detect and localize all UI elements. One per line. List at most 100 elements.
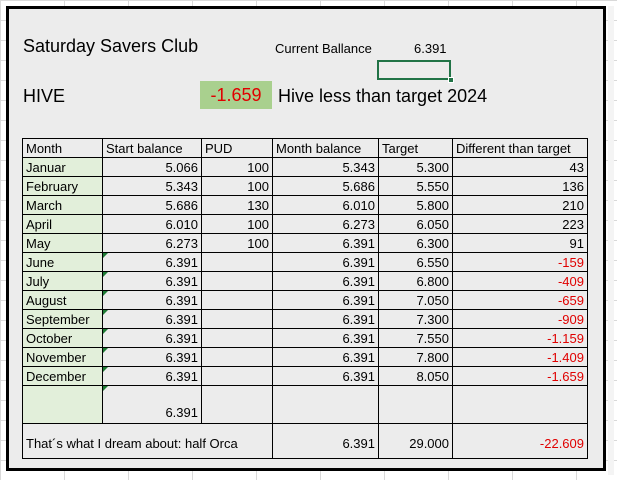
start-balance-cell[interactable]: 6.391: [102, 271, 202, 291]
target-cell[interactable]: 7.300: [378, 309, 453, 329]
table-row: September 6.391 6.391 7.300 -909: [22, 309, 588, 329]
start-balance-cell[interactable]: 6.273: [102, 233, 202, 253]
target-cell[interactable]: 5.300: [378, 157, 453, 177]
target-cell[interactable]: 5.550: [378, 176, 453, 196]
start-balance-cell[interactable]: 5.343: [102, 176, 202, 196]
month-cell[interactable]: Januar: [22, 157, 103, 177]
current-balance-value[interactable]: 6.391: [414, 41, 447, 56]
month-balance-cell[interactable]: 6.391: [272, 366, 379, 386]
pud-cell[interactable]: 130: [201, 195, 273, 215]
month-cell[interactable]: [22, 385, 103, 424]
month-balance-cell[interactable]: 6.273: [272, 214, 379, 234]
month-balance-cell[interactable]: 6.391: [272, 233, 379, 253]
start-balance-cell[interactable]: 6.391: [102, 366, 202, 386]
target-cell[interactable]: 7.050: [378, 290, 453, 310]
pud-cell[interactable]: [201, 309, 273, 329]
start-balance-cell[interactable]: 6.391: [102, 309, 202, 329]
target-cell[interactable]: 5.800: [378, 195, 453, 215]
target-cell[interactable]: 7.550: [378, 328, 453, 348]
header-diff[interactable]: Different than target: [452, 138, 588, 158]
diff-cell[interactable]: -1.409: [452, 347, 588, 367]
pud-cell[interactable]: [201, 347, 273, 367]
diff-cell[interactable]: -409: [452, 271, 588, 291]
start-balance-cell[interactable]: 6.391: [102, 252, 202, 272]
start-balance-cell[interactable]: 6.391: [102, 347, 202, 367]
month-balance-cell[interactable]: 5.343: [272, 157, 379, 177]
hive-note[interactable]: Hive less than target 2024: [278, 86, 488, 106]
diff-cell[interactable]: -1.659: [452, 366, 588, 386]
club-title[interactable]: Saturday Savers Club: [23, 36, 199, 56]
month-cell[interactable]: March: [22, 195, 103, 215]
footer-balance-cell[interactable]: 6.391: [272, 423, 379, 459]
pud-cell[interactable]: 100: [201, 214, 273, 234]
footer-target-cell[interactable]: 29.000: [378, 423, 453, 459]
target-cell[interactable]: 6.300: [378, 233, 453, 253]
footer-label-cell[interactable]: That´s what I dream about: half Orca: [22, 423, 273, 459]
month-cell[interactable]: September: [22, 309, 103, 329]
diff-cell[interactable]: 223: [452, 214, 588, 234]
month-balance-cell[interactable]: 6.391: [272, 271, 379, 291]
diff-cell[interactable]: 91: [452, 233, 588, 253]
month-cell[interactable]: November: [22, 347, 103, 367]
month-balance-cell[interactable]: 6.391: [272, 347, 379, 367]
selected-cell[interactable]: [377, 60, 451, 80]
target-cell[interactable]: 6.050: [378, 214, 453, 234]
month-cell[interactable]: August: [22, 290, 103, 310]
month-balance-cell[interactable]: 6.391: [272, 309, 379, 329]
month-balance-cell[interactable]: 6.010: [272, 195, 379, 215]
hive-difference-value[interactable]: -1.659: [200, 81, 272, 109]
month-balance-cell[interactable]: [272, 385, 379, 424]
target-cell[interactable]: 7.800: [378, 347, 453, 367]
target-cell[interactable]: [378, 385, 453, 424]
header-month-balance[interactable]: Month balance: [272, 138, 379, 158]
diff-cell[interactable]: -1.159: [452, 328, 588, 348]
month-balance-cell[interactable]: 6.391: [272, 252, 379, 272]
month-cell[interactable]: February: [22, 176, 103, 196]
target-cell[interactable]: 8.050: [378, 366, 453, 386]
diff-cell[interactable]: 43: [452, 157, 588, 177]
start-balance-cell[interactable]: 5.686: [102, 195, 202, 215]
hive-label[interactable]: HIVE: [23, 86, 66, 106]
footer-diff-cell[interactable]: -22.609: [452, 423, 588, 459]
header-pud[interactable]: PUD: [201, 138, 273, 158]
target-cell[interactable]: 6.550: [378, 252, 453, 272]
pud-cell[interactable]: 100: [201, 176, 273, 196]
frame-edge: [608, 6, 614, 475]
pud-cell[interactable]: [201, 366, 273, 386]
start-balance-cell[interactable]: 6.010: [102, 214, 202, 234]
pud-cell[interactable]: 100: [201, 233, 273, 253]
pud-cell[interactable]: [201, 328, 273, 348]
current-balance-label[interactable]: Current Ballance: [275, 41, 372, 56]
header-target[interactable]: Target: [378, 138, 453, 158]
month-cell[interactable]: October: [22, 328, 103, 348]
start-balance-cell[interactable]: 6.391: [102, 385, 202, 424]
start-balance-cell[interactable]: 6.391: [102, 290, 202, 310]
diff-cell[interactable]: 136: [452, 176, 588, 196]
month-cell[interactable]: December: [22, 366, 103, 386]
fill-handle[interactable]: [448, 77, 454, 83]
diff-cell[interactable]: -159: [452, 252, 588, 272]
pud-cell[interactable]: [201, 252, 273, 272]
month-balance-cell[interactable]: 5.686: [272, 176, 379, 196]
pud-cell[interactable]: 100: [201, 157, 273, 177]
month-cell[interactable]: May: [22, 233, 103, 253]
month-balance-cell[interactable]: 6.391: [272, 328, 379, 348]
start-balance-cell[interactable]: 5.066: [102, 157, 202, 177]
diff-cell[interactable]: -659: [452, 290, 588, 310]
diff-cell[interactable]: [452, 385, 588, 424]
pud-cell[interactable]: [201, 290, 273, 310]
diff-cell[interactable]: 210: [452, 195, 588, 215]
month-cell[interactable]: July: [22, 271, 103, 291]
header-month[interactable]: Month: [22, 138, 103, 158]
start-balance-cell[interactable]: 6.391: [102, 328, 202, 348]
target-cell[interactable]: 6.800: [378, 271, 453, 291]
footer-row: That´s what I dream about: half Orca 6.39…: [22, 423, 588, 459]
diff-cell[interactable]: -909: [452, 309, 588, 329]
month-cell[interactable]: June: [22, 252, 103, 272]
month-balance-cell[interactable]: 6.391: [272, 290, 379, 310]
month-cell[interactable]: April: [22, 214, 103, 234]
pud-cell[interactable]: [201, 385, 273, 424]
header-row: Month Start balance PUD Month balance Ta…: [22, 138, 588, 158]
pud-cell[interactable]: [201, 271, 273, 291]
header-start-balance[interactable]: Start balance: [102, 138, 202, 158]
